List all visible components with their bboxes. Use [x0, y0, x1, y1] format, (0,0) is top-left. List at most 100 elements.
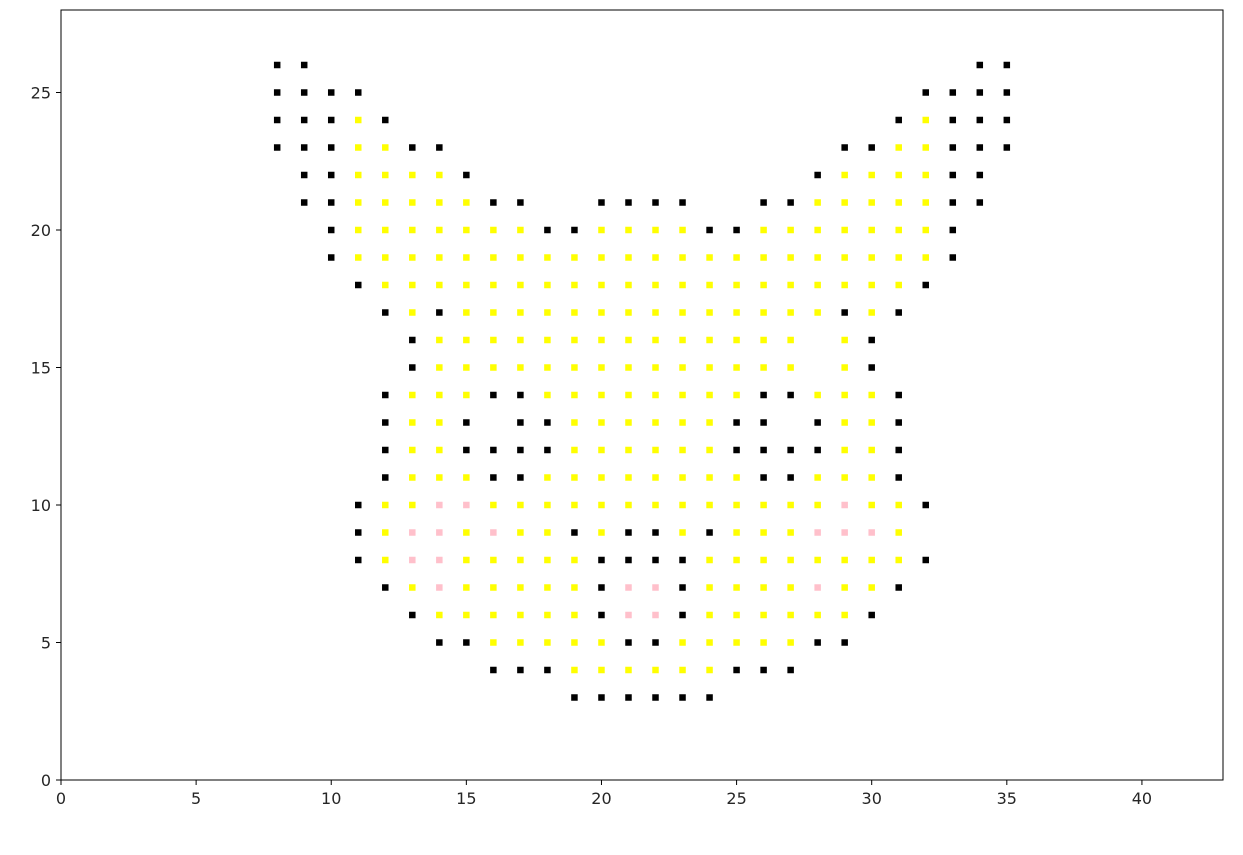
- scatter-point-yellow: [733, 254, 740, 261]
- scatter-point-yellow: [760, 584, 767, 591]
- scatter-point-black: [950, 199, 957, 206]
- scatter-point-yellow: [436, 227, 443, 234]
- scatter-point-black: [841, 309, 848, 316]
- scatter-point-yellow: [679, 639, 686, 646]
- scatter-point-yellow: [571, 639, 578, 646]
- scatter-point-black: [328, 89, 335, 96]
- scatter-point-yellow: [517, 282, 524, 289]
- scatter-point-black: [950, 117, 957, 124]
- scatter-point-yellow: [571, 392, 578, 399]
- scatter-point-black: [652, 557, 659, 564]
- scatter-point-yellow: [841, 227, 848, 234]
- scatter-point-yellow: [409, 309, 416, 316]
- scatter-point-yellow: [733, 639, 740, 646]
- scatter-point-black: [490, 667, 497, 674]
- scatter-point-yellow: [922, 254, 929, 261]
- scatter-point-yellow: [706, 584, 713, 591]
- scatter-point-black: [274, 144, 281, 151]
- scatter-point-yellow: [463, 254, 470, 261]
- scatter-point-black: [463, 447, 470, 454]
- scatter-point-black: [598, 694, 605, 701]
- scatter-point-yellow: [571, 254, 578, 261]
- scatter-point-black: [598, 584, 605, 591]
- scatter-point-yellow: [409, 584, 416, 591]
- scatter-point-black: [652, 694, 659, 701]
- scatter-point-pink: [625, 584, 632, 591]
- scatter-point-black: [787, 667, 794, 674]
- scatter-point-yellow: [652, 282, 659, 289]
- scatter-point-black: [922, 89, 929, 96]
- scatter-point-yellow: [382, 199, 389, 206]
- scatter-point-pink: [490, 529, 497, 536]
- scatter-point-black: [382, 419, 389, 426]
- scatter-point-black: [760, 474, 767, 481]
- scatter-point-yellow: [760, 254, 767, 261]
- x-tick-label: 10: [321, 789, 341, 808]
- scatter-point-yellow: [625, 392, 632, 399]
- scatter-point-yellow: [355, 254, 362, 261]
- scatter-point-yellow: [895, 557, 902, 564]
- scatter-point-yellow: [679, 474, 686, 481]
- scatter-point-yellow: [544, 557, 551, 564]
- scatter-point-black: [625, 694, 632, 701]
- scatter-point-yellow: [706, 309, 713, 316]
- scatter-point-black: [517, 447, 524, 454]
- scatter-point-black: [787, 392, 794, 399]
- scatter-point-yellow: [733, 557, 740, 564]
- scatter-point-yellow: [490, 227, 497, 234]
- scatter-point-yellow: [517, 502, 524, 509]
- scatter-point-yellow: [733, 529, 740, 536]
- scatter-point-black: [922, 502, 929, 509]
- scatter-point-yellow: [922, 117, 929, 124]
- scatter-point-yellow: [841, 447, 848, 454]
- scatter-point-yellow: [409, 227, 416, 234]
- scatter-point-yellow: [868, 557, 875, 564]
- x-tick-label: 25: [726, 789, 746, 808]
- scatter-point-black: [382, 584, 389, 591]
- scatter-point-yellow: [598, 502, 605, 509]
- scatter-point-black: [409, 364, 416, 371]
- scatter-point-yellow: [814, 502, 821, 509]
- scatter-point-yellow: [544, 309, 551, 316]
- scatter-point-yellow: [463, 337, 470, 344]
- scatter-point-black: [274, 62, 281, 69]
- scatter-point-yellow: [787, 282, 794, 289]
- scatter-point-yellow: [652, 227, 659, 234]
- scatter-point-yellow: [463, 612, 470, 619]
- scatter-point-yellow: [544, 392, 551, 399]
- scatter-point-black: [382, 474, 389, 481]
- scatter-point-yellow: [571, 447, 578, 454]
- scatter-point-yellow: [706, 612, 713, 619]
- scatter-point-black: [328, 172, 335, 179]
- scatter-point-pink: [814, 529, 821, 536]
- scatter-point-black: [274, 117, 281, 124]
- scatter-point-yellow: [436, 612, 443, 619]
- scatter-point-black: [409, 337, 416, 344]
- scatter-point-yellow: [787, 612, 794, 619]
- scatter-point-yellow: [760, 557, 767, 564]
- scatter-point-black: [733, 667, 740, 674]
- scatter-point-black: [328, 227, 335, 234]
- scatter-point-pink: [436, 529, 443, 536]
- scatter-point-black: [760, 447, 767, 454]
- scatter-point-black: [760, 392, 767, 399]
- scatter-point-yellow: [544, 364, 551, 371]
- scatter-point-yellow: [814, 557, 821, 564]
- scatter-point-yellow: [868, 392, 875, 399]
- scatter-point-yellow: [490, 282, 497, 289]
- scatter-point-black: [571, 227, 578, 234]
- scatter-point-black: [787, 199, 794, 206]
- scatter-point-yellow: [814, 282, 821, 289]
- scatter-point-yellow: [895, 529, 902, 536]
- scatter-point-yellow: [463, 392, 470, 399]
- scatter-point-black: [814, 639, 821, 646]
- scatter-point-black: [977, 144, 984, 151]
- scatter-point-yellow: [571, 282, 578, 289]
- scatter-point-pink: [868, 529, 875, 536]
- scatter-point-black: [733, 447, 740, 454]
- scatter-point-yellow: [598, 309, 605, 316]
- scatter-point-yellow: [787, 557, 794, 564]
- scatter-point-black: [571, 694, 578, 701]
- scatter-point-yellow: [598, 447, 605, 454]
- scatter-point-black: [436, 639, 443, 646]
